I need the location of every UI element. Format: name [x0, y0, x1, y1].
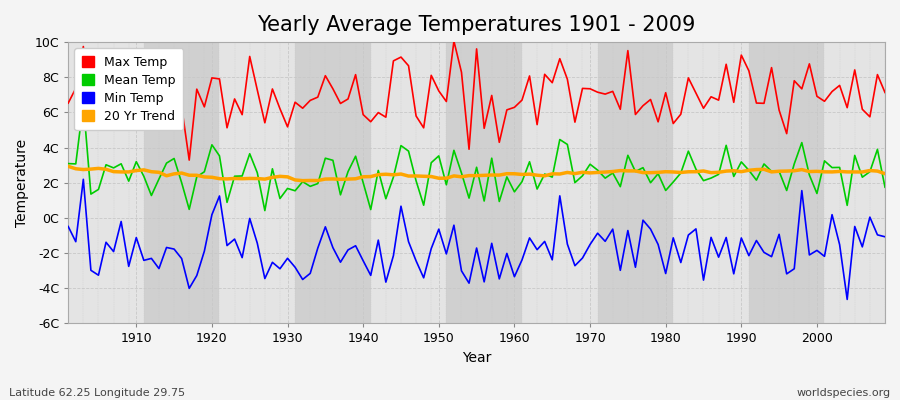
- Bar: [824, 42, 885, 324]
- Bar: [522, 42, 598, 324]
- Y-axis label: Temperature: Temperature: [15, 139, 29, 227]
- Legend: Max Temp, Mean Temp, Min Temp, 20 Yr Trend: Max Temp, Mean Temp, Min Temp, 20 Yr Tre…: [75, 48, 184, 130]
- Bar: [144, 42, 220, 324]
- Bar: [749, 42, 824, 324]
- Bar: [446, 42, 522, 324]
- Text: worldspecies.org: worldspecies.org: [796, 388, 891, 398]
- X-axis label: Year: Year: [462, 351, 491, 365]
- Bar: [673, 42, 749, 324]
- Text: Latitude 62.25 Longitude 29.75: Latitude 62.25 Longitude 29.75: [9, 388, 185, 398]
- Bar: [598, 42, 673, 324]
- Bar: [371, 42, 446, 324]
- Bar: [68, 42, 144, 324]
- Bar: [220, 42, 295, 324]
- Bar: [295, 42, 371, 324]
- Title: Yearly Average Temperatures 1901 - 2009: Yearly Average Temperatures 1901 - 2009: [257, 15, 696, 35]
